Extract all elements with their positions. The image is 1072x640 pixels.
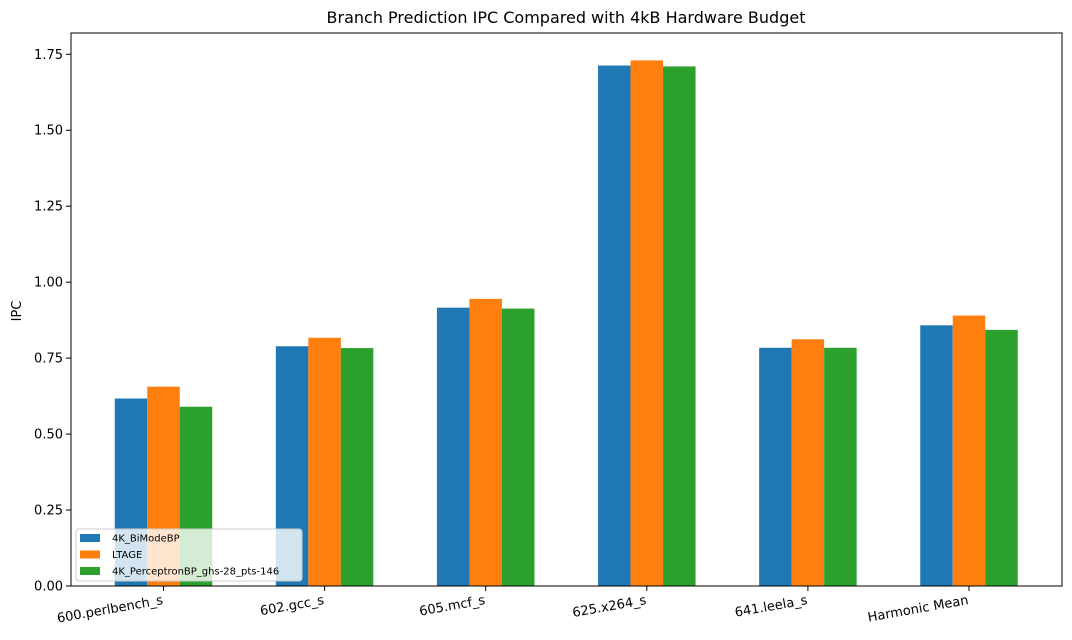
- y-tick-label: 0.25: [34, 504, 63, 519]
- y-tick-label: 1.50: [34, 124, 63, 139]
- legend-label-3: 4K_PerceptronBP_ghs-28_pts-146: [112, 567, 279, 578]
- x-ticks-layer: 600.perlbench_s 602.gcc_s 605.mcf_s 625.x26…: [56, 586, 970, 627]
- bar-3-2: [340, 348, 374, 586]
- y-tick-label: 1.00: [34, 276, 63, 291]
- x-tick-label: Harmonic Mean: [867, 593, 970, 625]
- x-tick-label: 641.leela_s: [734, 593, 809, 621]
- legend-box: [75, 528, 303, 582]
- bar-2-3: [469, 298, 502, 586]
- bar-2-4: [630, 60, 664, 587]
- legend: 4K_BiModeBP LTAGE 4K_PerceptronBP_ghs-28_p…: [75, 528, 303, 582]
- bar-3-4: [663, 66, 696, 586]
- y-ticks-layer: 0.00 0.25 0.50 0.75 1.00 1.25 1.50 1.75: [34, 48, 71, 595]
- plot-frame: [70, 32, 1063, 587]
- x-tick-label: 600.perlbench_s: [56, 593, 164, 626]
- legend-swatch-2: [80, 550, 100, 559]
- bar-3-5: [824, 347, 857, 586]
- bar-1-5: [759, 347, 792, 586]
- bar-2-6: [952, 315, 986, 586]
- x-tick-label: 605.mcf_s: [418, 593, 486, 619]
- y-tick-label: 1.25: [34, 200, 63, 215]
- legend-label-2: LTAGE: [112, 550, 142, 561]
- y-tick-label: 0.75: [34, 352, 63, 367]
- bar-3-6: [985, 329, 1018, 586]
- y-tick-label: 1.75: [34, 48, 63, 63]
- legend-label-1: 4K_BiModeBP: [112, 534, 180, 545]
- legend-swatch-1: [80, 534, 100, 542]
- x-tick-label: 602.gcc_s: [259, 593, 326, 619]
- bar-2-5: [791, 339, 825, 586]
- chart-title: Branch Prediction IPC Compared with 4kB …: [327, 8, 806, 27]
- bar-1-3: [436, 307, 470, 586]
- bar-1-4: [598, 65, 631, 586]
- legend-swatch-3: [80, 567, 100, 575]
- y-tick-label: 0.00: [34, 580, 63, 595]
- bar-1-6: [920, 325, 953, 586]
- x-tick-label: 625.x264_s: [571, 593, 647, 621]
- y-tick-label: 0.50: [34, 428, 63, 443]
- bars-layer: [114, 60, 1018, 587]
- y-axis-label: IPC: [10, 301, 25, 322]
- bar-2-2: [308, 337, 341, 586]
- bar-3-3: [501, 308, 535, 586]
